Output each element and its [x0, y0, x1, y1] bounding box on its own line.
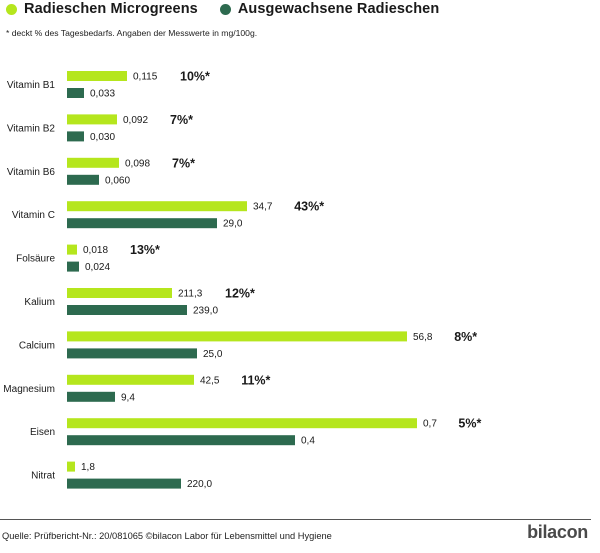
value-label-microgreens: 0,098 [125, 158, 150, 169]
value-label-microgreens: 0,018 [83, 245, 108, 256]
category-label: Calcium [19, 340, 55, 351]
value-label-microgreens: 42,5 [200, 375, 220, 386]
value-label-adult: 0,4 [301, 436, 315, 447]
bilacon-logo: bilacon [527, 522, 588, 543]
daily-value-label: 8%* [454, 330, 477, 344]
bar-adult [67, 305, 187, 315]
value-label-adult: 0,024 [85, 262, 110, 273]
value-label-adult: 9,4 [121, 392, 135, 403]
category-label: Magnesium [3, 384, 55, 395]
bar-microgreens [67, 374, 194, 385]
daily-value-label: 5%* [458, 417, 481, 431]
legend-dot-microgreens-icon [6, 3, 17, 15]
value-label-microgreens: 0,7 [423, 419, 437, 430]
category-label: Vitamin C [12, 210, 55, 221]
value-label-adult: 29,0 [223, 219, 243, 230]
category-label: Vitamin B1 [7, 80, 56, 91]
legend-item-microgreens: Radieschen Microgreens [6, 1, 198, 17]
bar-microgreens [67, 288, 172, 298]
legend-label-adult: Ausgewachsene Radieschen [237, 1, 440, 17]
bar-microgreens [67, 461, 75, 472]
bar-adult [67, 435, 295, 446]
logo-text: bilacon [527, 522, 588, 542]
bar-adult [67, 218, 217, 229]
bar-adult [67, 88, 84, 98]
source-divider [0, 519, 591, 520]
daily-value-label: 7%* [172, 156, 195, 170]
value-label-adult: 220,0 [187, 479, 212, 490]
daily-value-label: 10%* [180, 70, 210, 84]
category-label: Vitamin B6 [7, 167, 56, 178]
value-label-microgreens: 0,115 [133, 72, 158, 83]
daily-value-label: 43%* [294, 200, 324, 214]
bar-microgreens [67, 201, 247, 212]
value-label-adult: 0,033 [90, 89, 115, 100]
value-label-adult: 239,0 [193, 306, 218, 317]
footnote: * deckt % des Tagesbedarfs. Angaben der … [6, 28, 258, 38]
legend-label-microgreens: Radieschen Microgreens [24, 1, 198, 17]
daily-value-label: 11%* [241, 373, 270, 387]
bar-microgreens [67, 114, 117, 125]
category-label: Folsäure [16, 254, 55, 265]
value-label-adult: 25,0 [203, 349, 223, 360]
value-label-microgreens: 1,8 [81, 462, 95, 473]
bar-adult [67, 348, 197, 359]
category-label: Kalium [24, 297, 55, 308]
bar-adult [67, 131, 84, 142]
bar-chart: Vitamin B1 0,115 10%* 0,033 Vitamin B2 0,092 7… [3, 70, 481, 491]
value-label-microgreens: 211,3 [178, 289, 203, 300]
category-label: Vitamin B2 [7, 123, 56, 134]
daily-value-label: 13%* [130, 243, 160, 257]
value-label-microgreens: 34,7 [253, 202, 273, 213]
bar-microgreens [67, 331, 407, 342]
value-label-adult: 0,030 [90, 132, 115, 143]
value-label-microgreens: 0,092 [123, 115, 148, 126]
legend: Radieschen Microgreens Ausgewachsene Rad… [6, 0, 461, 18]
legend-dot-adult-icon [219, 3, 231, 15]
bar-adult [67, 478, 181, 489]
daily-value-label: 12%* [225, 287, 255, 301]
category-label: Eisen [30, 427, 55, 438]
bar-adult [67, 174, 99, 185]
daily-value-label: 7%* [170, 113, 193, 127]
source-text: Quelle: Prüfbericht-Nr.: 20/081065 ©bila… [2, 531, 332, 541]
value-label-adult: 0,060 [105, 175, 130, 186]
bar-microgreens [67, 157, 119, 168]
bar-microgreens [67, 71, 127, 81]
bar-adult [67, 261, 79, 272]
category-label: Nitrat [31, 471, 55, 482]
bar-microgreens [67, 244, 77, 255]
legend-item-adult: Ausgewachsene Radieschen [219, 1, 440, 17]
value-label-microgreens: 56,8 [413, 332, 433, 343]
bar-adult [67, 391, 115, 402]
bar-microgreens [67, 418, 417, 429]
